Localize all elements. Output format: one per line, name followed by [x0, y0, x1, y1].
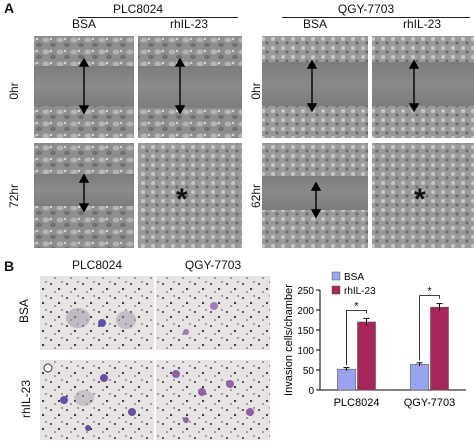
bar-bsa-0	[337, 368, 356, 391]
significance-bracket	[346, 310, 367, 366]
plc8024-il23-0hr-image	[138, 36, 242, 138]
wound-arrow-qgy-bsa-0hr	[306, 59, 318, 113]
wound-arrow-plc-il23-0hr	[174, 57, 186, 115]
group1-col1-label: BSA	[71, 17, 96, 31]
invasion-plc-il23-image	[40, 360, 154, 440]
group2-divider	[282, 17, 470, 18]
y-axis-label: Invasion cells/chamber	[283, 284, 295, 396]
invasion-qgy-il23-image	[156, 360, 270, 440]
panel-b-letter: B	[4, 258, 15, 274]
significance-star-qgy7703: *	[414, 183, 426, 216]
bar-bsa-1	[410, 364, 429, 391]
qgy7703-bsa-0hr-image	[262, 36, 368, 138]
panel-b-row2-label: rhIL-23	[19, 379, 33, 419]
significance-star-plc8024: *	[176, 183, 188, 216]
qgy7703-il23-62hr-image	[372, 143, 474, 248]
invasion-qgy-bsa-image	[156, 276, 270, 350]
group1-col2-label: rhIL-23	[169, 17, 209, 31]
bar-rhil-23-1	[430, 306, 449, 391]
group1-title: PLC8024	[112, 2, 164, 16]
plc8024-il23-72hr-image	[138, 143, 242, 248]
wound-arrow-plc-bsa-0hr	[78, 57, 90, 115]
y-tick-label: 50	[303, 366, 315, 377]
panel-a-letter: A	[4, 0, 15, 16]
panel-b-col1-label: PLC8024	[71, 258, 123, 272]
group2-title: QGY-7703	[337, 2, 395, 16]
y-tick-label: 250	[297, 286, 314, 297]
wound-arrow-qgy-il23-0hr	[408, 59, 420, 113]
legend-swatch-bsa	[331, 271, 341, 281]
wound-arrow-plc-bsa-72hr	[78, 173, 90, 213]
panel-b-row1-label: BSA	[17, 299, 31, 324]
invasion-plc-bsa-image	[40, 276, 154, 350]
y-tick-label: 150	[297, 326, 314, 337]
significance-bracket	[419, 295, 440, 361]
qgy7703-bsa-62hr-image	[262, 143, 368, 248]
significance-label: *	[354, 300, 359, 312]
qgy7703-il23-0hr-image	[372, 36, 474, 138]
legend-label: rhIL-23	[344, 286, 376, 297]
panel-b-col2-label: QGY-7703	[184, 258, 242, 272]
bar-rhil-23-0	[357, 321, 376, 391]
wound-arrow-qgy-bsa-62hr	[310, 181, 322, 219]
group2-col2-label: rhIL-23	[402, 17, 442, 31]
x-tick-label: QGY-7703	[404, 397, 456, 409]
significance-label: *	[427, 286, 432, 298]
group1-divider	[78, 17, 238, 18]
y-tick-label: 200	[297, 306, 314, 317]
y-tick-label: 100	[297, 346, 314, 357]
y-tick-label: 0	[308, 386, 314, 397]
x-tick-label: PLC8024	[334, 397, 380, 409]
legend-swatch-rhil-23	[331, 285, 341, 295]
group2-col1-label: BSA	[302, 17, 327, 31]
legend-label: BSA	[344, 272, 364, 283]
